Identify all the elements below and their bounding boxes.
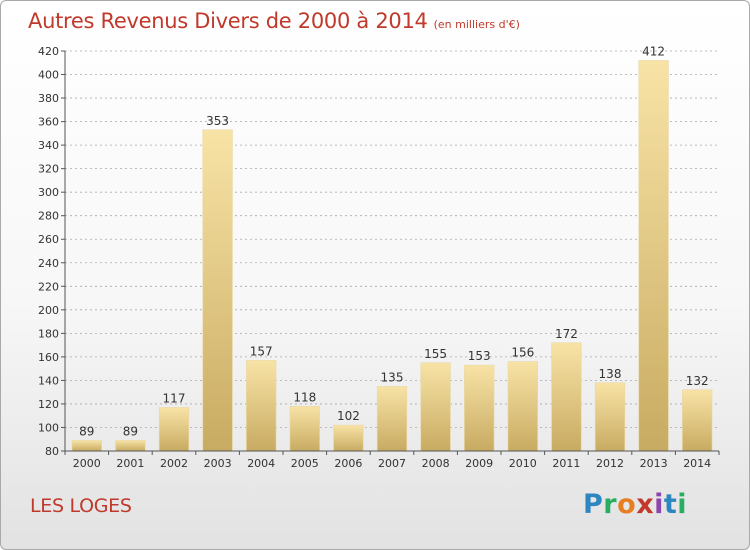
bar-2012 — [594, 382, 626, 452]
x-tick-label-2011: 2011 — [552, 457, 580, 470]
bar-2006 — [333, 424, 364, 452]
x-tick-label-2004: 2004 — [247, 457, 275, 470]
y-tick-label: 320 — [38, 163, 59, 176]
x-tick-label-2006: 2006 — [334, 457, 362, 470]
x-tick-label-2007: 2007 — [378, 457, 406, 470]
y-tick-label: 180 — [38, 327, 59, 340]
data-label-2013: 412 — [642, 44, 665, 58]
bar-2008 — [420, 362, 451, 452]
y-tick-label: 400 — [38, 69, 59, 82]
x-tick-label-2012: 2012 — [596, 457, 624, 470]
data-label-2004: 157 — [250, 344, 273, 358]
proxiti-logo: Proxiti — [583, 489, 688, 520]
data-label-2010: 156 — [511, 346, 534, 360]
bar-2002 — [158, 407, 190, 452]
data-label-2003: 353 — [206, 114, 229, 128]
x-tick-label-2002: 2002 — [160, 457, 188, 470]
data-label-2012: 138 — [599, 367, 622, 381]
bar-2004 — [246, 360, 277, 452]
data-label-2002: 117 — [163, 391, 186, 405]
data-label-2006: 102 — [337, 409, 360, 423]
bar-2009 — [464, 364, 495, 452]
y-tick-label: 220 — [38, 280, 59, 293]
x-tick-label-2010: 2010 — [509, 457, 537, 470]
bar-2001 — [115, 440, 146, 452]
y-tick-label: 420 — [38, 45, 59, 58]
y-tick-label: 100 — [38, 421, 59, 434]
data-label-2009: 153 — [468, 349, 491, 363]
bar-2003 — [202, 129, 233, 452]
y-tick-label: 340 — [38, 139, 59, 152]
data-label-2005: 118 — [293, 390, 316, 404]
y-tick-label: 240 — [38, 257, 59, 270]
bar-2000 — [71, 440, 102, 452]
data-label-2007: 135 — [381, 370, 404, 384]
data-label-2001: 89 — [123, 424, 138, 438]
y-tick-label: 360 — [38, 116, 59, 129]
chart-title: Autres Revenus Divers de 2000 à 2014 (en … — [28, 9, 520, 33]
bar-2010 — [507, 361, 538, 452]
y-tick-label: 160 — [38, 351, 59, 364]
y-tick-label: 120 — [38, 398, 59, 411]
place-name: LES LOGES — [30, 495, 132, 517]
y-tick-label: 380 — [38, 92, 59, 105]
data-label-2008: 155 — [424, 347, 447, 361]
x-tick-label-2013: 2013 — [640, 457, 668, 470]
y-tick-label: 140 — [38, 374, 59, 387]
y-tick-label: 80 — [45, 445, 59, 458]
x-tick-label-2009: 2009 — [465, 457, 493, 470]
chart-title-text: Autres Revenus Divers de 2000 à 2014 — [28, 9, 428, 33]
x-tick-label-2001: 2001 — [116, 457, 144, 470]
y-tick-label: 260 — [38, 233, 59, 246]
data-label-2014: 132 — [686, 374, 709, 388]
x-tick-label-2014: 2014 — [683, 457, 711, 470]
y-tick-label: 280 — [38, 210, 59, 223]
bar-2007 — [376, 385, 408, 452]
x-tick-label-2005: 2005 — [291, 457, 319, 470]
chart-unit: (en milliers d'€) — [433, 18, 520, 31]
y-axis: 80 100 120 140 160 180 200 220 240 260 280 300 320 34… — [38, 45, 66, 458]
x-tick-label-2008: 2008 — [422, 457, 450, 470]
y-tick-label: 300 — [38, 186, 59, 199]
bars: 89 89 117 353 157 118 102 135 155 153 156 172 138 412… — [71, 44, 713, 452]
bar-2013 — [638, 60, 669, 452]
bar-2005 — [289, 405, 320, 452]
data-label-2000: 89 — [79, 424, 94, 438]
bar-2014 — [682, 389, 713, 452]
x-tick-label-2003: 2003 — [204, 457, 232, 470]
x-tick-label-2000: 2000 — [73, 457, 101, 470]
data-label-2011: 172 — [555, 327, 578, 341]
y-tick-label: 200 — [38, 304, 59, 317]
x-axis: 2000 2001 2002 2003 2004 2005 2006 2007 2008 2009… — [64, 450, 720, 470]
bar-2011 — [551, 342, 582, 452]
